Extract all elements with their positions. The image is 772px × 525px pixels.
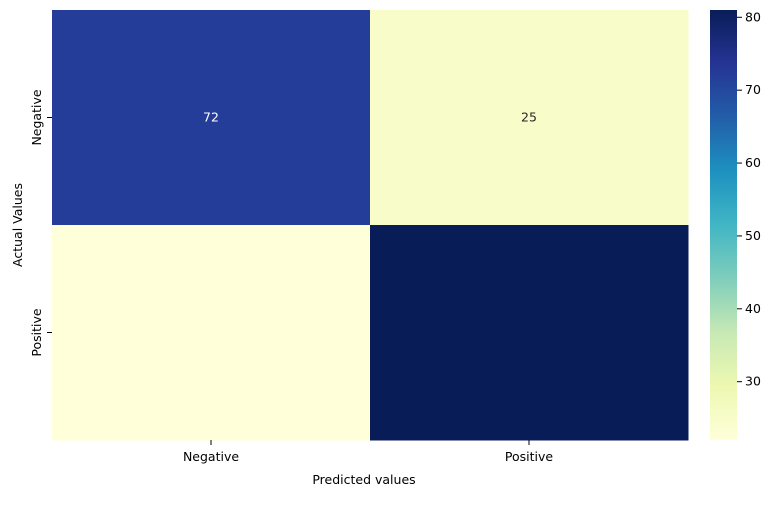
colorbar-tick-label: 50 [745,228,761,243]
heatmap-cells [52,10,689,441]
cell-annotation: 25 [521,110,537,125]
heatmap-cell [52,225,371,441]
x-axis-label: Predicted values [312,472,415,487]
cell-annotation: 72 [203,110,219,125]
colorbar-tick-label: 60 [745,155,761,170]
colorbar-tick-label: 80 [745,9,761,24]
heatmap-cell [370,225,689,441]
heatmap-cell [52,10,371,226]
y-tick-label: Positive [29,308,44,356]
heatmap-cell [370,10,689,226]
colorbar-tick-label: 30 [745,374,761,389]
y-axis-label: Actual Values [10,183,25,267]
colorbar-gradient [710,10,737,440]
colorbar-tick-label: 40 [745,301,761,316]
y-axis-ticks: Negative Positive [29,89,52,357]
x-axis-ticks: Negative Positive [183,440,553,464]
x-tick-label: Negative [183,449,239,464]
colorbar: 30 40 50 60 70 80 [710,9,761,440]
colorbar-ticks: 30 40 50 60 70 80 [737,9,761,389]
x-tick-label: Positive [505,449,553,464]
y-tick-label: Negative [29,89,44,145]
heatmap-annotations: 72 25 [203,110,537,125]
colorbar-tick-label: 70 [745,82,761,97]
